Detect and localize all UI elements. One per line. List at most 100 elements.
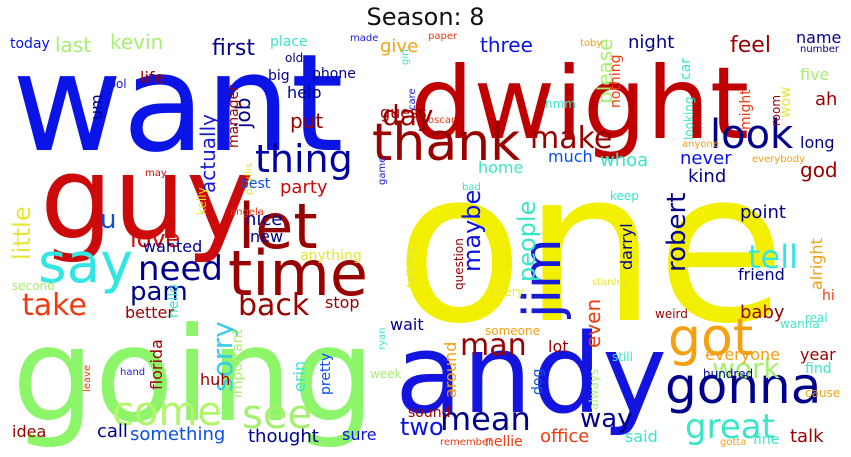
word-around: around [441,342,460,398]
word-year: year [800,345,836,364]
word-help: help [287,83,322,102]
word-gonna: gonna [665,357,821,415]
figure-title: Season: 8 [366,3,485,31]
word-florida: florida [147,339,166,390]
word-old: old [285,51,303,65]
word-two: two [400,413,444,441]
word-back: back [238,288,310,323]
word-pam: pam [130,277,188,307]
word-nellie: nellie [485,434,523,450]
word-time: time [228,237,368,310]
word-wait: wait [390,315,424,334]
word-see: see [242,392,312,438]
word-cool: cool [102,77,127,91]
word-man: man [460,328,527,363]
word-going: going [12,299,375,451]
word-find: find [805,361,832,377]
word-paper: paper [428,31,458,42]
word-angela: angela [230,207,264,218]
word-ah: ah [815,89,837,110]
word-number: number [800,44,840,55]
word-sound: sound [408,405,451,421]
word-hello: hello [166,284,182,318]
word-dwight: dwight [410,45,749,162]
word-let: let [238,190,318,263]
word-remember: remember [440,437,493,448]
word-never: never [680,148,732,169]
word-three: three [480,33,533,57]
word-feel: feel [730,33,771,58]
word-need: need [138,249,223,289]
word-pretty: pretty [318,353,334,395]
word-nothing: nothing [608,55,624,108]
word-idea: idea [12,422,46,441]
word-much: much [548,147,593,166]
word-leave: leave [82,365,93,392]
word-everybody: everybody [752,154,805,165]
word-real: real [805,311,828,325]
word-care: care [407,88,418,110]
word-friend: friend [738,265,785,284]
word-got: got [668,308,753,368]
word-one: one [395,125,786,370]
word-life: life [140,68,164,87]
word-wanted: wanted [143,237,202,256]
word-best: best [240,176,271,192]
word-point: point [740,202,786,223]
word-stanley: stanley [592,277,629,288]
word-manager: manager [226,85,242,148]
word-big: big [268,68,290,84]
word-everyone: everyone [705,345,780,364]
word-said: said [625,427,658,446]
word-anyone: anyone [682,139,719,150]
word-maybe: maybe [458,190,486,272]
word-alright: alright [807,238,826,290]
word-erin: erin [290,361,309,392]
word-made: made [350,33,378,44]
word-darryl: darryl [617,223,636,270]
word-put: put [290,109,323,133]
word-home: home [478,158,523,177]
word-thought: thought [248,426,319,447]
word-great: great [685,407,775,447]
word-gotta: gotta [720,437,746,448]
word-make: make [530,121,612,156]
word-way: way [580,404,633,434]
word-andy: andy [395,310,667,438]
word-car: car [678,58,694,80]
word-nice: nice [245,209,282,230]
word-god: god [800,158,838,182]
word-mean: mean [440,400,531,438]
word-u: u [100,205,116,235]
word-anything: anything [300,248,362,264]
word-today: today [10,36,50,52]
word-come: come [112,389,222,435]
word-please: please [593,38,617,104]
word-work: work [712,352,781,385]
word-even: even [581,299,605,348]
word-guy: guy [40,132,254,266]
word-game: game [377,157,388,185]
word-better: better [125,303,174,322]
word-day: day [382,99,434,132]
word-new: new [250,227,283,246]
word-little: little [8,206,36,260]
word-sorry: sorry [206,321,239,392]
word-stop: stop [325,293,360,312]
word-call: call [97,421,128,442]
word-girl: girl [400,49,411,65]
word-may: may [145,168,167,179]
word-weird: weird [655,307,688,321]
word-talk: talk [790,426,824,447]
word-ryan: ryan [377,328,388,351]
word-phone: phone [312,66,356,82]
word-phyllis: phyllis [244,163,255,195]
word-fine: fine [753,432,779,448]
word-robert: robert [662,193,692,272]
word-always: always [587,369,601,410]
word-cause: cause [805,386,840,400]
word-take: take [22,288,87,323]
word-five: five [800,65,829,84]
